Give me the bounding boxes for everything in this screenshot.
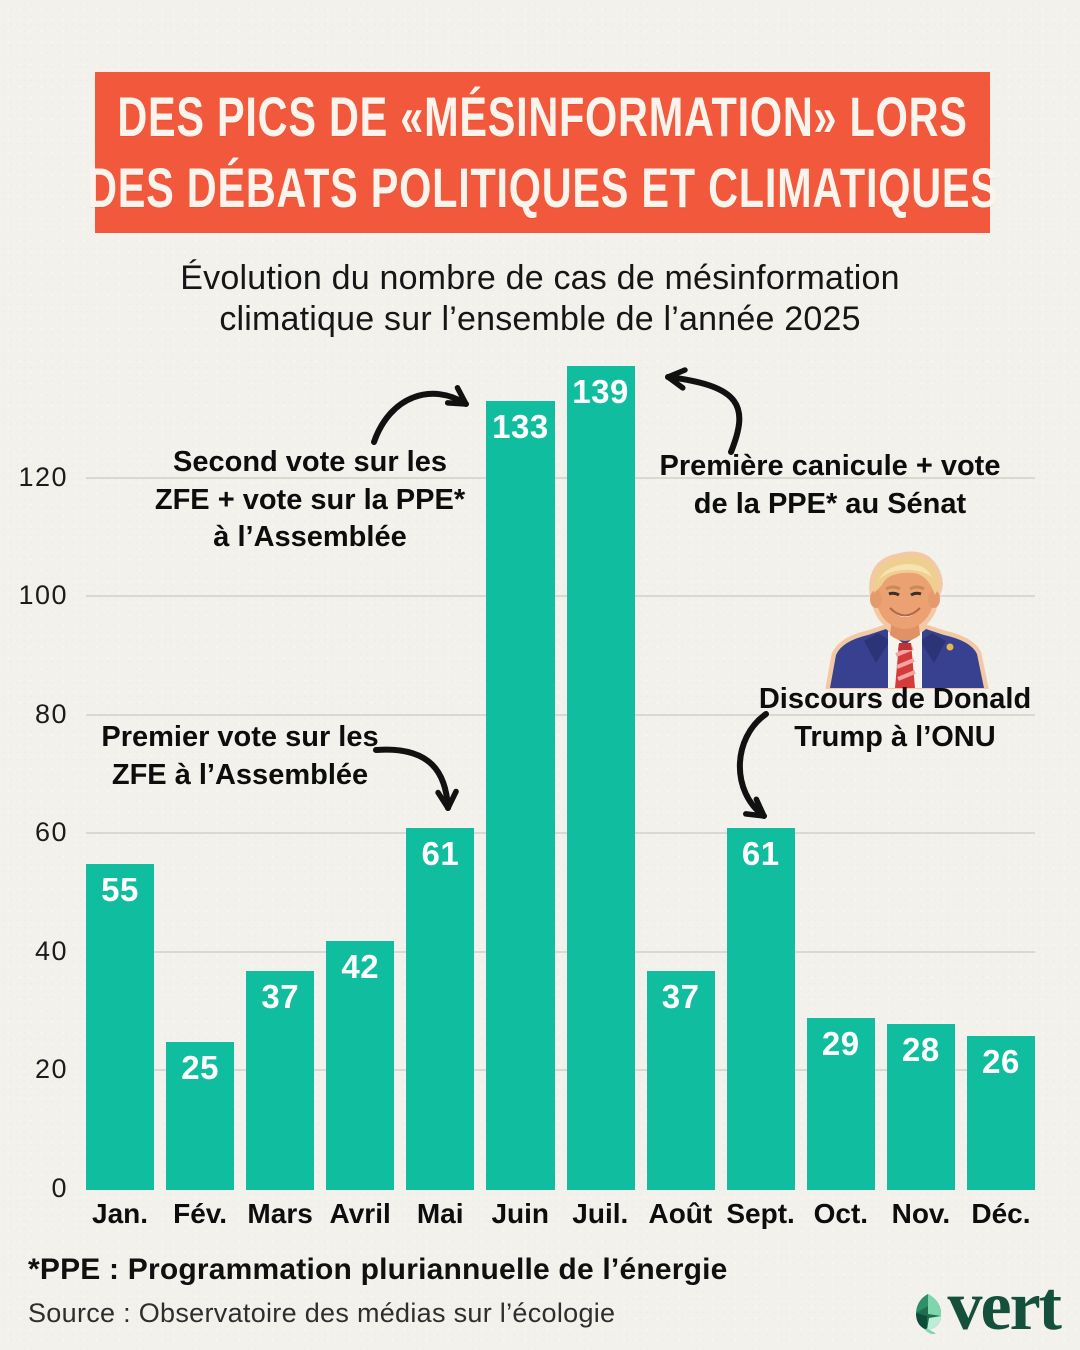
trump-photo	[825, 551, 989, 689]
bar-juil: 139	[566, 366, 635, 1190]
bar-mars: 37	[246, 971, 315, 1190]
annotation-line: Premier vote sur les	[101, 721, 379, 753]
x-label-aout: Août	[648, 1198, 713, 1229]
chart-subtitle-line-2: climatique sur l’ensemble de l’année 202…	[219, 300, 861, 339]
banner-title-line-1: DES PICS DE «MÉSINFORMATION» LORS	[117, 84, 968, 148]
vert-logo: vert	[880, 1256, 1062, 1345]
annotation-premier-vote: Premier vote sur les ZFE à l’Assemblée	[90, 719, 390, 794]
y-axis-tick-40: 40	[34, 935, 68, 966]
banner-title-line-2: DES DÉBATS POLITIQUES ET CLIMATIQUES	[86, 155, 999, 219]
bar-value-aout: 37	[661, 978, 700, 1015]
bar-value-sept: 61	[741, 835, 780, 872]
annotation-line: ZFE à l’Assemblée	[111, 758, 369, 791]
annotation-line: de la PPE* au Sénat	[693, 487, 967, 520]
annotation-premiere-canicule: Première canicule + vote de la PPE* au S…	[652, 448, 1008, 523]
gridline-100	[86, 595, 1035, 598]
x-label-dec: Déc.	[971, 1198, 1031, 1229]
bar-value-dec: 26	[982, 1043, 1020, 1080]
bar-nov: 28	[886, 1024, 955, 1190]
chart-subtitle-line-1: Évolution du nombre de cas de mésinforma…	[180, 259, 900, 297]
bar-value-mai: 61	[421, 835, 460, 872]
bar-value-juil: 139	[572, 373, 629, 410]
x-label-mars: Mars	[247, 1198, 313, 1229]
bar-avril: 42	[326, 941, 395, 1190]
gridline-80	[86, 713, 1035, 716]
annotation-line: ZFE + vote sur la PPE*	[154, 483, 466, 516]
annotation-line: Second vote sur les	[173, 446, 447, 478]
y-axis-tick-80: 80	[34, 698, 68, 729]
bar-value-fev: 25	[181, 1049, 219, 1086]
source-text: Source : Observatoire des médias sur l’é…	[28, 1298, 616, 1328]
gridline-40	[86, 950, 1035, 953]
x-label-mai: Mai	[416, 1198, 464, 1229]
gridline-120	[86, 476, 1035, 479]
bar-jan: 55	[86, 864, 155, 1190]
chart-subtitle: Évolution du nombre de cas de mésinforma…	[0, 258, 1080, 341]
bar-oct: 29	[806, 1018, 875, 1190]
gridline-60	[86, 832, 1035, 835]
x-label-fev: Fév.	[173, 1198, 228, 1229]
bar-value-jan: 55	[101, 871, 139, 908]
bar-aout: 37	[646, 971, 715, 1190]
annotation-line: Trump à l’ONU	[794, 720, 996, 753]
y-axis-tick-100: 100	[18, 580, 68, 611]
x-label-sept: Sept.	[726, 1198, 795, 1229]
bar-dec: 26	[966, 1036, 1035, 1190]
annotation-trump-onu: Discours de Donald Trump à l’ONU	[742, 681, 1048, 756]
x-label-avril: Avril	[329, 1198, 391, 1229]
annotation-line: à l’Assemblée	[213, 521, 407, 554]
bar-juin: 133	[486, 401, 555, 1190]
x-label-jan: Jan.	[92, 1198, 149, 1229]
y-axis-tick-20: 20	[34, 1054, 68, 1085]
bar-chart-plot-area: 55 25 37 42 61 133 139 37 61 29 28 26 0 20 40 60 80 100 1…	[18, 360, 1035, 1203]
x-label-juil: Juil.	[572, 1198, 629, 1229]
bar-sept: 61	[726, 828, 795, 1190]
annotation-second-vote: Second vote sur les ZFE + vote sur la PP…	[148, 444, 472, 557]
logo-text: vert	[947, 1267, 1062, 1345]
bar-value-juin: 133	[492, 408, 549, 445]
footnote-ppe: *PPE : Programmation pluriannuelle de l’…	[28, 1253, 728, 1286]
bar-value-nov: 28	[902, 1031, 940, 1068]
bar-value-avril: 42	[341, 948, 380, 985]
x-label-nov: Nov.	[891, 1198, 951, 1229]
annotation-line: Première canicule + vote	[659, 450, 1001, 482]
y-axis-tick-60: 60	[34, 817, 68, 848]
gridline-20	[86, 1069, 1035, 1072]
bar-value-oct: 29	[821, 1025, 860, 1062]
annotation-line: Discours de Donald	[758, 683, 1032, 715]
x-label-oct: Oct.	[813, 1198, 869, 1229]
y-axis-tick-0: 0	[51, 1173, 68, 1203]
leaf-icon	[915, 1294, 941, 1334]
y-axis-tick-120: 120	[18, 461, 68, 492]
title-banner: DES PICS DE «MÉSINFORMATION» LORS DES DÉ…	[87, 72, 998, 233]
bar-fev: 25	[166, 1042, 235, 1190]
x-axis-labels: Jan. Fév. Mars Avril Mai Juin Juil. Août Sept. Oc…	[86, 1198, 1035, 1230]
bar-series: 55 25 37 42 61 133 139 37 61 29 28 26	[86, 360, 1035, 1190]
bar-value-mars: 37	[261, 978, 300, 1015]
x-label-juin: Juin	[491, 1198, 550, 1229]
bar-mai: 61	[406, 828, 475, 1190]
